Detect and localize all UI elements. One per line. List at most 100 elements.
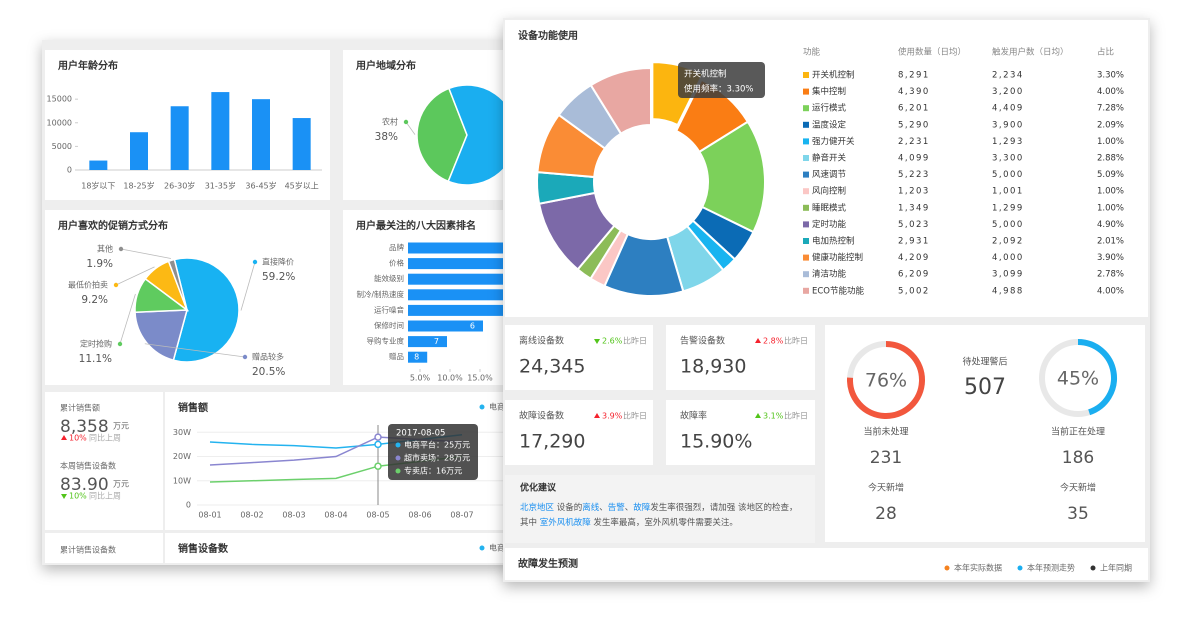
- users-cell: 4,988: [992, 286, 1024, 296]
- tooltip-line: 专卖店：16万元: [404, 466, 462, 476]
- stat-compare: 比昨日: [784, 336, 808, 346]
- leader-line: [405, 121, 416, 135]
- card: [505, 475, 815, 543]
- usage-cell: 4,209: [898, 253, 930, 263]
- stat-value: 83.90: [60, 475, 109, 495]
- usage-cell: 2,231: [898, 137, 930, 147]
- usage-cell: 5,023: [898, 220, 930, 230]
- x-tick-label: 10.0%: [437, 374, 463, 383]
- leader-line: [144, 343, 246, 358]
- leader-line: [120, 248, 171, 259]
- suggestion-text: 、: [599, 503, 608, 513]
- suggestion-link[interactable]: 室外风机故障: [540, 517, 592, 528]
- legend-swatch: [803, 88, 809, 95]
- bar: [252, 99, 270, 170]
- bar: [408, 242, 522, 254]
- slice-value: 59.2%: [262, 271, 295, 283]
- legend-swatch: [803, 121, 809, 128]
- back-panel: 用户年龄分布 0 5000 10000 15000 18岁以下 18-25岁 26-30岁 31…: [42, 40, 633, 565]
- legend-swatch: [803, 171, 809, 178]
- users-cell: 5,000: [992, 170, 1024, 180]
- tooltip-title: 开关机控制: [684, 69, 727, 80]
- trend-arrow: [594, 413, 600, 418]
- row-label: 风速调节: [812, 170, 847, 180]
- share-cell: 7.28%: [1097, 104, 1124, 114]
- stat-label: 累计销售额: [60, 403, 100, 413]
- usage-cell: 5,290: [898, 120, 930, 130]
- legend-swatch: [803, 271, 809, 278]
- usage-cell: 8,291: [898, 71, 930, 81]
- stat-label: 离线设备数: [519, 335, 564, 347]
- suggestion-link[interactable]: 北京地区: [520, 502, 555, 513]
- leader-line: [119, 293, 136, 345]
- y-tick-label: 保修时间: [374, 320, 404, 330]
- suggestion-title: 优化建议: [520, 482, 557, 494]
- legend-swatch: [803, 221, 809, 228]
- legend-label: 上年同期: [1100, 563, 1132, 573]
- tooltip: [388, 424, 478, 480]
- suggestion-link[interactable]: 离线: [582, 502, 600, 513]
- column-header: 功能: [803, 47, 821, 58]
- legend-swatch: [803, 138, 809, 145]
- y-tick-label: 赠品: [389, 351, 404, 361]
- row-label: ECO节能功能: [812, 285, 864, 296]
- stat-label: 告警设备数: [680, 335, 725, 347]
- row-label: 风向控制: [812, 186, 846, 197]
- row-label: 健康功能控制: [812, 252, 863, 263]
- usage-cell: 1,349: [898, 203, 930, 213]
- chart-title: 用户喜欢的促销方式分布: [57, 219, 168, 232]
- x-tick-label: 36-45岁: [245, 181, 276, 191]
- process-title: 待处理警后: [962, 356, 1007, 368]
- suggestion-line: 北京地区 设备的离线、告警、故障发生率很强烈，请加强 该地区的检查，: [520, 502, 798, 513]
- stat-value: 17,290: [519, 431, 585, 453]
- y-tick-label: 0: [67, 166, 72, 175]
- users-cell: 2,234: [992, 71, 1024, 81]
- tooltip-title: 2017-08-05: [396, 429, 445, 439]
- point: [374, 433, 382, 441]
- y-tick-label: 20W: [173, 452, 191, 461]
- x-tick-label: 08-03: [282, 511, 305, 520]
- card: [666, 325, 815, 390]
- suggestion-link[interactable]: 告警: [608, 502, 626, 513]
- bar-label: 7: [434, 337, 439, 346]
- stat-change: 10%: [69, 492, 87, 501]
- slice-label: 其他: [97, 244, 113, 254]
- chart-title: 用户年龄分布: [57, 59, 118, 72]
- x-tick-label: 08-02: [240, 511, 263, 520]
- row-label: 集中控制: [812, 86, 846, 97]
- stat-label: 故障率: [680, 410, 707, 422]
- legend-dot: [1090, 565, 1096, 571]
- users-cell: 1,001: [992, 187, 1024, 197]
- donut-slice: [589, 66, 652, 135]
- stat-label: 本周销售设备数: [60, 461, 116, 471]
- gauge-item-value: 35: [1067, 504, 1089, 524]
- leader-line: [115, 266, 155, 286]
- card: [505, 548, 1148, 580]
- users-cell: 3,900: [992, 120, 1024, 130]
- trend-arrow: [755, 413, 761, 418]
- share-cell: 1.00%: [1097, 187, 1124, 197]
- card: [165, 533, 513, 563]
- bar: [89, 160, 108, 170]
- card: [45, 392, 163, 530]
- y-tick-label: 30W: [173, 428, 191, 437]
- row-label: 清洁功能: [812, 269, 847, 280]
- legend-dot: [479, 545, 485, 551]
- label-dot: [117, 341, 123, 347]
- card: [825, 325, 1145, 542]
- usage-cell: 4,390: [898, 87, 930, 97]
- suggestion-text: 设备的: [554, 502, 582, 513]
- chart-title: 用户地域分布: [355, 59, 416, 72]
- stat-compare: 比昨日: [623, 336, 647, 346]
- suggestion-link[interactable]: 故障: [633, 502, 651, 513]
- column-header: 触发用户数（日均）: [992, 47, 1069, 58]
- share-cell: 3.90%: [1097, 253, 1124, 263]
- bar: [408, 320, 483, 332]
- slice-label: 农村: [382, 117, 398, 127]
- stat-change: 3.9%: [602, 412, 623, 421]
- bar-label: 6: [470, 322, 475, 331]
- bar-label: 8: [414, 353, 419, 362]
